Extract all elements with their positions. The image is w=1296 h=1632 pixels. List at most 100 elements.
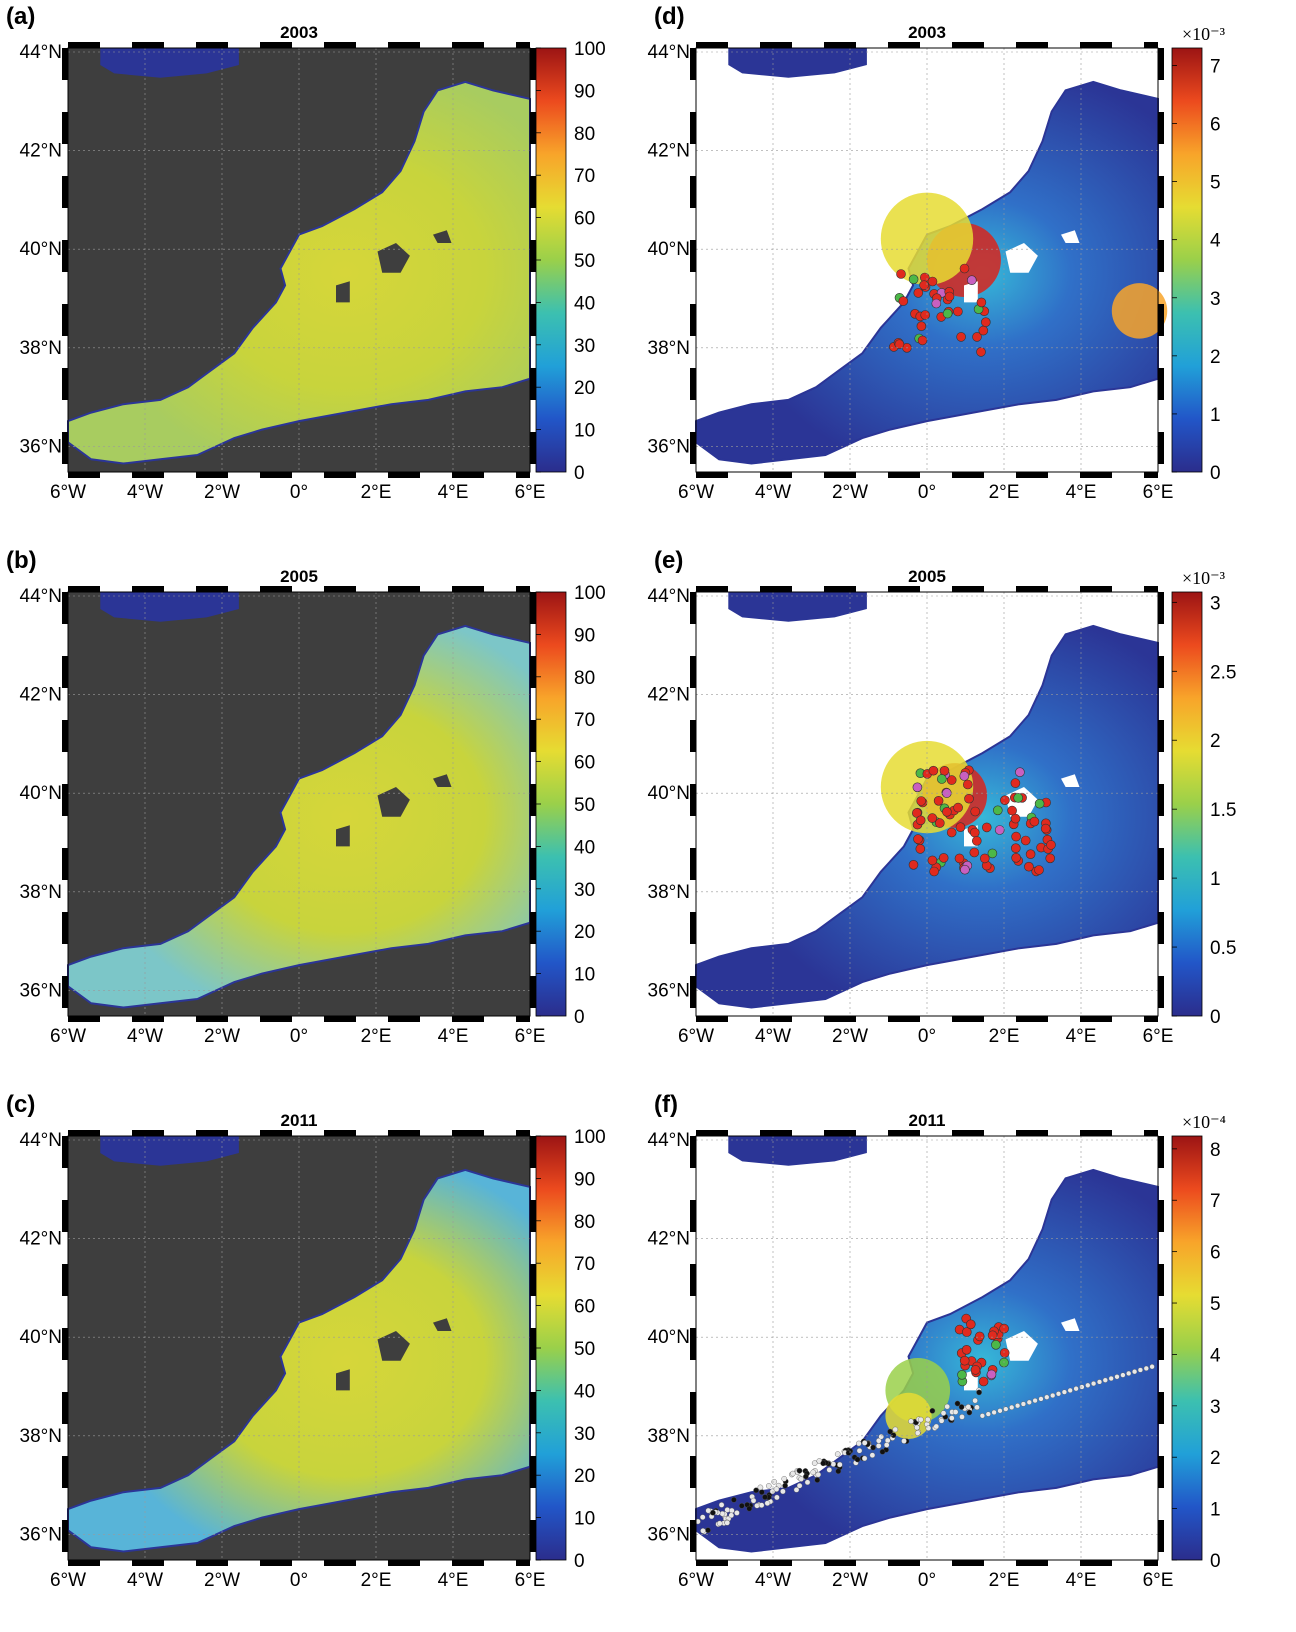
lon-label: 4°E bbox=[438, 1026, 469, 1047]
track-point bbox=[734, 1510, 740, 1516]
track-point bbox=[1067, 1387, 1073, 1394]
lon-label: 4°E bbox=[438, 482, 469, 503]
sea-area bbox=[67, 1168, 531, 1553]
colorbar-tick-label: 70 bbox=[574, 1254, 595, 1275]
track-point bbox=[869, 1452, 876, 1459]
panel-label: (b) bbox=[6, 547, 37, 574]
station-marker bbox=[1029, 816, 1040, 827]
station-marker bbox=[966, 275, 977, 286]
station-marker bbox=[913, 834, 923, 844]
track-point bbox=[716, 1520, 723, 1527]
colorbar-tick-label: 3 bbox=[1210, 289, 1221, 310]
track-point bbox=[1126, 1370, 1132, 1377]
station-marker bbox=[969, 827, 980, 838]
station-marker bbox=[953, 802, 963, 813]
colorbar-tick-label: 1.5 bbox=[1210, 800, 1236, 821]
colorbar-tick-label: 7 bbox=[1210, 1191, 1221, 1212]
lat-label: 44°N bbox=[648, 586, 690, 607]
station-marker bbox=[1015, 767, 1025, 777]
track-point bbox=[1032, 1398, 1038, 1404]
colorbar-tick-label: 50 bbox=[574, 795, 595, 816]
station-marker bbox=[920, 310, 931, 320]
track-point bbox=[700, 1527, 706, 1534]
station-marker bbox=[986, 1369, 997, 1380]
track-point bbox=[1073, 1386, 1079, 1392]
lat-label: 36°N bbox=[20, 980, 62, 1001]
track-point bbox=[835, 1468, 842, 1475]
panel-title: 2011 bbox=[909, 1111, 946, 1130]
colorbar-tick-label: 100 bbox=[574, 583, 606, 604]
station-marker bbox=[970, 806, 981, 817]
colorbar-tick-label: 2 bbox=[1210, 347, 1221, 368]
track-point bbox=[997, 1408, 1003, 1414]
track-point bbox=[929, 1407, 936, 1414]
colorbar-tick-label: 70 bbox=[574, 710, 595, 731]
station-marker bbox=[894, 339, 905, 350]
lon-label: 6°W bbox=[678, 1570, 714, 1591]
station-marker bbox=[981, 822, 992, 833]
panel-d: (d) 2003 44°N 42°N 40°N 38°N 36°N 6°W 4°W 2°W 0° 2°… bbox=[648, 0, 1296, 544]
station-marker bbox=[971, 836, 982, 846]
north-sea-patch bbox=[728, 1136, 867, 1166]
lon-label: 4°W bbox=[127, 1570, 163, 1591]
track-point bbox=[826, 1467, 833, 1473]
track-point bbox=[782, 1482, 788, 1489]
station-marker bbox=[964, 793, 974, 804]
lon-label: 2°E bbox=[989, 1026, 1020, 1047]
map-panel-f: (f) 2011 44°N 42°N 40°N 38°N 36°N 6°W 4°W 2°W 0° 2°… bbox=[648, 1091, 1226, 1591]
lon-label: 2°W bbox=[204, 1570, 240, 1591]
lon-label: 4°W bbox=[127, 1026, 163, 1047]
lon-label: 2°W bbox=[832, 1026, 868, 1047]
colorbar-tick-label: 90 bbox=[574, 81, 595, 102]
panel-a: (a) 2003 44°N 42°N 40°N 38°N 36°N 6°W 4°W 2°W 0° 2°… bbox=[0, 0, 648, 544]
station-marker bbox=[959, 263, 970, 274]
station-marker bbox=[980, 317, 991, 328]
station-marker bbox=[960, 864, 970, 875]
station-marker bbox=[928, 765, 939, 776]
lon-label: 2°W bbox=[832, 1570, 868, 1591]
colorbar-tick-label: 10 bbox=[574, 965, 595, 986]
island-mallorca bbox=[377, 1331, 410, 1361]
colorbar-tick-label: 30 bbox=[574, 880, 595, 901]
track-point bbox=[933, 1423, 940, 1430]
track-point bbox=[780, 1488, 786, 1495]
station-marker bbox=[916, 321, 927, 332]
island-menorca bbox=[1061, 1318, 1080, 1331]
lon-label: 6°E bbox=[1143, 1570, 1174, 1591]
track-point bbox=[830, 1461, 837, 1467]
station-marker bbox=[987, 1330, 998, 1341]
track-point bbox=[796, 1467, 803, 1474]
island-ibiza bbox=[336, 825, 350, 847]
station-marker bbox=[961, 1344, 972, 1355]
colorbar-tick-label: 4 bbox=[1210, 1345, 1221, 1366]
track-point bbox=[914, 1424, 920, 1431]
station-marker bbox=[957, 1369, 967, 1380]
station-marker bbox=[944, 291, 955, 302]
track-point bbox=[762, 1494, 768, 1500]
station-marker bbox=[911, 808, 922, 818]
track-point bbox=[1055, 1391, 1062, 1397]
station-marker bbox=[1024, 861, 1034, 872]
island-ibiza bbox=[964, 281, 978, 303]
island-mallorca bbox=[1005, 1331, 1038, 1361]
colorbar bbox=[1171, 1135, 1203, 1561]
colorbar-tick-label: 60 bbox=[574, 1297, 595, 1318]
island-menorca bbox=[433, 1318, 452, 1331]
north-sea-patch bbox=[728, 592, 867, 622]
lon-label: 4°E bbox=[438, 1570, 469, 1591]
sea-area bbox=[67, 80, 531, 465]
colorbar-tick-label: 10 bbox=[574, 421, 595, 442]
map-panel-e: (e) 2005 44°N 42°N 40°N 38°N 36°N 6°W 4°W 2°W 0° 2°… bbox=[648, 547, 1237, 1047]
lon-label: 0° bbox=[290, 1570, 308, 1591]
colorbar-tick-label: 60 bbox=[574, 209, 595, 230]
lon-label: 6°W bbox=[678, 482, 714, 503]
island-menorca bbox=[1061, 230, 1080, 243]
colorbar-tick-label: 80 bbox=[574, 124, 595, 145]
station-marker bbox=[913, 288, 924, 298]
station-marker bbox=[912, 782, 923, 793]
lat-label: 44°N bbox=[20, 1130, 62, 1151]
station-marker bbox=[978, 1376, 989, 1387]
track-point bbox=[861, 1440, 868, 1446]
track-point bbox=[724, 1519, 730, 1526]
track-point bbox=[766, 1483, 772, 1489]
